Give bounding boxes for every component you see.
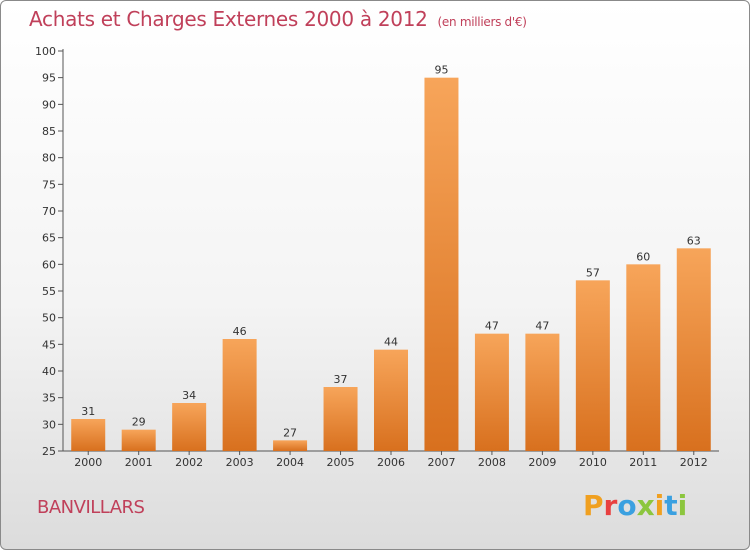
x-tick-label: 2002	[175, 456, 203, 469]
proxiti-logo: Proxiti	[583, 489, 687, 522]
x-tick-label: 2006	[377, 456, 405, 469]
x-tick-label: 2004	[276, 456, 304, 469]
bars: 31 29 34 46 27 37 44 95 47 47 57 60 63	[71, 64, 711, 452]
y-tick-label: 85	[42, 125, 56, 138]
bar	[474, 333, 509, 451]
bar-value-label: 63	[687, 234, 701, 247]
bar	[323, 387, 358, 451]
bar	[525, 333, 560, 451]
bar-value-label: 34	[182, 389, 196, 402]
logo-letter: i	[677, 489, 688, 522]
x-tick-label: 2001	[125, 456, 153, 469]
bar-value-label: 27	[283, 426, 297, 439]
y-tick-label: 80	[42, 152, 56, 165]
y-tick-label: 100	[35, 45, 56, 58]
bar	[626, 264, 661, 451]
x-axis: 2000 2001 2002 2003 2004 2005 2006 2007 2008 2009…	[63, 450, 719, 469]
bar-value-label: 29	[132, 416, 146, 429]
bar	[676, 248, 711, 451]
y-tick-label: 90	[42, 98, 56, 111]
bar-value-label: 46	[233, 325, 247, 338]
y-tick-label: 30	[42, 418, 56, 431]
bar-value-label: 47	[485, 320, 499, 333]
bar-value-label: 60	[636, 250, 650, 263]
y-tick-label: 65	[42, 232, 56, 245]
bar	[273, 440, 308, 451]
logo-letter: P	[583, 489, 604, 522]
bar	[575, 280, 610, 451]
y-tick-label: 50	[42, 312, 56, 325]
bar-value-label: 57	[586, 266, 600, 279]
bar-value-label: 47	[535, 320, 549, 333]
y-tick-label: 60	[42, 258, 56, 271]
x-tick-label: 2000	[74, 456, 102, 469]
chart-title: Achats et Charges Externes 2000 à 2012 (e…	[29, 7, 527, 31]
bar	[121, 429, 156, 451]
x-tick-label: 2003	[226, 456, 254, 469]
logo-letter: i	[654, 489, 665, 522]
logo-letter: x	[636, 489, 655, 522]
chart-title-text: Achats et Charges Externes 2000 à 2012	[29, 7, 428, 31]
logo-letter: r	[603, 489, 618, 522]
y-axis: 25 30 35 40 45 50 55 60 65 70 75 80 85 90 95 100	[35, 45, 64, 458]
x-tick-label: 2005	[327, 456, 355, 469]
chart-title-unit: (en milliers d'€)	[437, 15, 527, 29]
bar	[374, 349, 408, 451]
bar-value-label: 44	[384, 336, 398, 349]
bar	[424, 77, 459, 452]
y-tick-label: 45	[42, 338, 56, 351]
bar-value-label: 31	[81, 405, 95, 418]
y-tick-label: 70	[42, 205, 56, 218]
bar	[172, 403, 207, 451]
bar-value-label: 37	[334, 373, 348, 386]
bar-value-label: 95	[434, 64, 448, 77]
y-tick-label: 95	[42, 72, 56, 85]
y-tick-label: 35	[42, 392, 56, 405]
y-tick-label: 55	[42, 285, 56, 298]
location-label: BANVILLARS	[37, 497, 145, 518]
x-tick-label: 2011	[629, 456, 657, 469]
y-tick-label: 25	[42, 445, 56, 458]
logo-letter: o	[617, 489, 637, 522]
x-tick-label: 2012	[680, 456, 708, 469]
x-tick-label: 2010	[579, 456, 607, 469]
bar	[71, 419, 106, 451]
x-tick-label: 2007	[427, 456, 455, 469]
y-tick-label: 75	[42, 178, 56, 191]
bar	[222, 339, 257, 451]
x-tick-label: 2009	[528, 456, 556, 469]
y-tick-label: 40	[42, 365, 56, 378]
x-tick-label: 2008	[478, 456, 506, 469]
logo-letter: t	[664, 489, 678, 522]
